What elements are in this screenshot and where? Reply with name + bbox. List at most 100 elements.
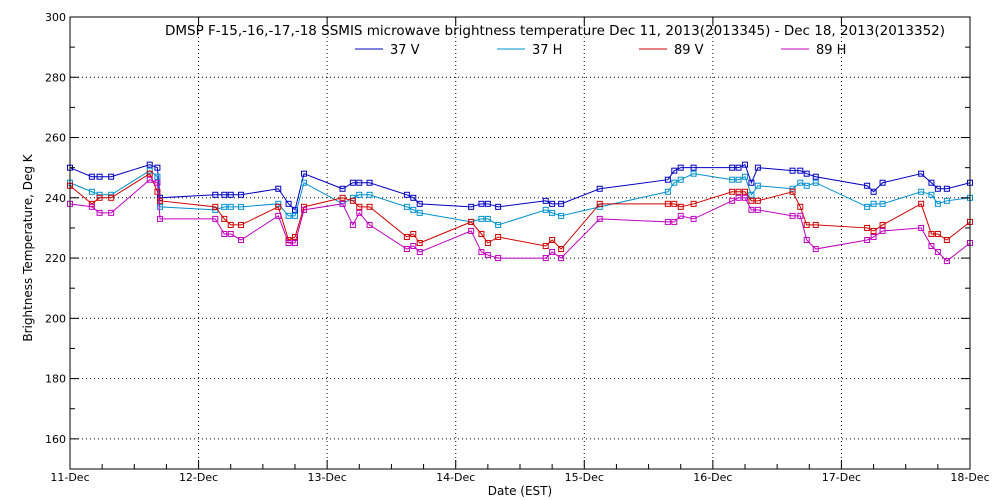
data-point-89h (146, 176, 153, 183)
data-point-89h (366, 221, 373, 228)
data-point-89v (495, 233, 502, 240)
data-point-37h (403, 203, 410, 210)
data-point-37v (468, 203, 475, 210)
data-point-37v (227, 191, 234, 198)
data-point-89h (275, 212, 282, 219)
data-point-37h (918, 188, 925, 195)
data-point-89v (879, 221, 886, 228)
data-point-89h (754, 206, 761, 213)
data-point-89v (928, 230, 935, 237)
data-point-37h (484, 215, 491, 222)
data-point-89h (864, 236, 871, 243)
data-point-89h (349, 221, 356, 228)
data-point-89h (748, 206, 755, 213)
data-point-89h (108, 209, 115, 216)
data-point-37v (742, 161, 748, 168)
axes: 160 180 200 220 240 260 280 300 11-Dec 12-Dec 13-D… (45, 11, 990, 484)
data-point-37v (797, 167, 804, 174)
data-point-37h (735, 176, 742, 183)
data-point-89v (356, 203, 363, 210)
data-point-89h (484, 252, 491, 259)
data-point-37v (495, 203, 502, 210)
data-point-89h (96, 209, 103, 216)
data-point-89v (864, 224, 871, 231)
data-point-89h (870, 233, 877, 240)
data-point-37h (495, 221, 502, 228)
data-point-89v (797, 203, 804, 210)
y-axis-title: Brightness Temperature, Deg K (21, 153, 35, 341)
data-point-37v (803, 170, 810, 177)
data-point-89h (157, 215, 163, 222)
data-point-37v (664, 176, 671, 183)
data-point-89v (542, 243, 549, 250)
data-point-37h (812, 179, 819, 186)
x-axis-title: Date (EST) (488, 484, 552, 498)
data-point-89v (742, 188, 748, 195)
x-tick-label: 16-Dec (693, 471, 732, 484)
data-point-89v (292, 233, 298, 240)
data-point-37v (754, 164, 761, 171)
data-point-89h (356, 209, 363, 216)
data-point-37v (870, 188, 877, 195)
data-point-37h (285, 212, 292, 219)
data-point-37v (154, 164, 161, 171)
x-tick-label: 12-Dec (179, 471, 218, 484)
data-point-37v (96, 173, 103, 180)
x-tick-label: 14-Dec (436, 471, 475, 484)
data-point-37v (88, 173, 95, 180)
data-point-37v (403, 191, 410, 198)
data-point-37h (410, 206, 417, 213)
data-point-37h (934, 200, 941, 207)
data-point-37v (478, 200, 485, 207)
data-point-89h (339, 200, 346, 207)
data-point-89v (671, 200, 678, 207)
data-point-89v (238, 221, 244, 228)
data-point-89v (664, 200, 671, 207)
data-point-89h (410, 243, 417, 250)
data-point-89h (671, 218, 678, 225)
data-point-37h (157, 203, 163, 210)
data-point-37h (416, 209, 423, 216)
data-point-89v (301, 203, 307, 210)
data-point-37h (227, 203, 234, 210)
data-point-89v (558, 246, 565, 253)
data-point-37v (918, 170, 925, 177)
series-lines (67, 161, 973, 265)
data-point-37h (928, 191, 935, 198)
x-tick-label: 15-Dec (565, 471, 604, 484)
data-point-37h (238, 203, 244, 210)
data-point-89v (275, 203, 282, 210)
data-point-89h (549, 249, 556, 256)
data-point-89h (292, 240, 298, 246)
data-point-89h (803, 236, 810, 243)
data-point-37v (558, 200, 565, 207)
y-tick-label: 160 (45, 433, 66, 446)
data-point-89v (157, 197, 163, 204)
data-point-89v (366, 203, 373, 210)
data-point-89v (549, 236, 556, 243)
data-point-89h (238, 236, 244, 243)
data-point-89h (495, 255, 502, 262)
data-point-89h (677, 212, 684, 219)
data-point-89h (212, 215, 219, 222)
data-point-89v (88, 200, 95, 207)
data-point-89v (484, 240, 491, 246)
data-point-89h (221, 230, 228, 237)
data-point-89h (664, 218, 671, 225)
data-point-37h (870, 200, 877, 207)
data-point-37h (729, 176, 736, 183)
data-point-37v (748, 179, 755, 186)
x-tick-label: 13-Dec (308, 471, 347, 484)
data-point-89v (748, 197, 755, 204)
data-point-37h (742, 173, 748, 180)
data-point-89h (690, 215, 697, 222)
data-point-37v (789, 167, 796, 174)
data-point-89v (754, 197, 761, 204)
data-point-37h (671, 179, 678, 186)
data-point-89v (416, 240, 423, 246)
data-point-89h (596, 215, 603, 222)
data-point-37v (677, 164, 684, 171)
data-point-89h (735, 194, 742, 201)
data-point-89h (88, 203, 95, 210)
data-point-37v (690, 164, 697, 171)
